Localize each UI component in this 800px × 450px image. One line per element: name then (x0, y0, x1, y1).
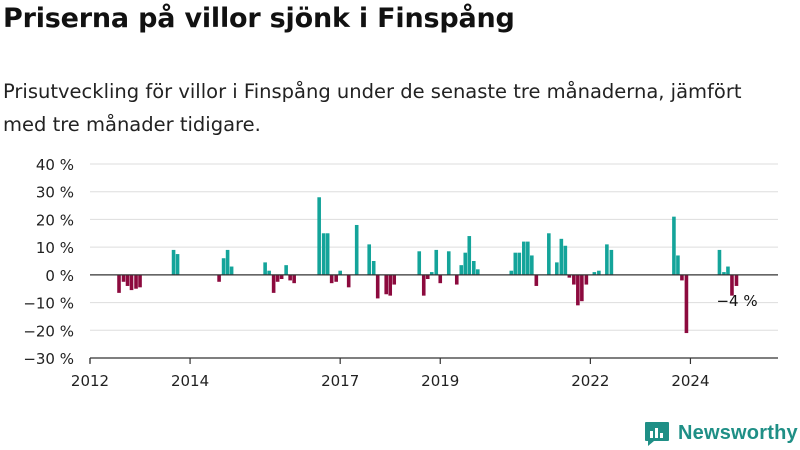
bar (684, 274, 689, 334)
bar (417, 251, 422, 275)
bar (392, 274, 397, 285)
bar (547, 233, 551, 275)
bar (334, 274, 338, 282)
bar (284, 265, 288, 275)
y-tick-label: 20 % (36, 211, 74, 229)
bar (429, 272, 434, 275)
page-subtitle: Prisutveckling för villor i Finspång und… (3, 80, 742, 136)
bar (584, 274, 589, 285)
bar (559, 238, 564, 275)
x-tick-label: 2019 (421, 372, 459, 390)
bar (354, 224, 359, 275)
brand-name: Newsworthy (678, 421, 798, 444)
bar (271, 274, 276, 293)
last-value-label: −4 % (716, 292, 757, 310)
bar (371, 261, 376, 275)
bar (567, 274, 572, 278)
bar (129, 274, 134, 291)
bar (325, 233, 330, 275)
bar (509, 270, 514, 275)
bar (438, 274, 443, 284)
y-tick-label: 0 % (45, 267, 74, 285)
bar (225, 249, 230, 275)
bar (375, 274, 380, 299)
bar (730, 274, 734, 296)
newsworthy-logo-icon (645, 422, 669, 446)
bar (459, 265, 464, 275)
bar (267, 270, 271, 275)
x-tick-label: 2012 (71, 372, 109, 390)
y-tick-label: 10 % (36, 239, 74, 257)
bar (475, 269, 480, 275)
y-tick-label: 40 % (36, 156, 74, 174)
page-title: Priserna på villor sjönk i Finspång (3, 3, 515, 34)
bar (221, 258, 226, 275)
bar (592, 272, 597, 275)
brand-logo: Newsworthy (644, 418, 798, 448)
bar (434, 249, 439, 275)
bar (513, 252, 518, 275)
bar (134, 274, 138, 289)
bar (425, 274, 430, 280)
bar (454, 274, 459, 285)
bar (138, 274, 142, 288)
bar (680, 274, 684, 281)
x-tick-label: 2024 (671, 372, 709, 390)
bar (288, 274, 292, 281)
bar (421, 274, 426, 296)
bar (734, 274, 739, 286)
bar (576, 274, 580, 306)
bar (672, 216, 676, 275)
bar (446, 251, 451, 275)
x-tick-label: 2022 (571, 372, 609, 390)
bar (605, 244, 609, 275)
bar (367, 244, 372, 275)
bar (125, 274, 130, 286)
bar (329, 274, 334, 284)
bar (175, 254, 180, 275)
bar (597, 270, 601, 275)
bar (609, 249, 614, 275)
bar (317, 197, 321, 275)
y-tick-label: −10 % (23, 295, 74, 313)
bar (572, 274, 576, 285)
bar (321, 233, 326, 275)
bar (726, 266, 730, 275)
bar (388, 274, 393, 296)
bar (580, 274, 584, 302)
bar (275, 274, 280, 282)
bar (530, 255, 534, 275)
bar (526, 241, 530, 275)
x-tick-label: 2014 (171, 372, 209, 390)
bar (717, 249, 722, 275)
bar (517, 252, 522, 275)
bar (346, 274, 351, 288)
bar (471, 261, 476, 275)
bar (467, 236, 472, 275)
bar (217, 274, 221, 282)
bar (722, 272, 726, 275)
y-tick-label: −20 % (23, 322, 74, 340)
bar (229, 266, 234, 275)
bar (121, 274, 126, 282)
bar (263, 262, 267, 275)
x-tick-label: 2017 (321, 372, 359, 390)
bar (555, 262, 559, 275)
bar (292, 274, 296, 284)
bar (676, 255, 680, 275)
bar (534, 274, 539, 286)
bar (463, 252, 468, 275)
bar (171, 249, 176, 275)
bar (338, 270, 342, 275)
bar (117, 274, 121, 293)
y-tick-label: 30 % (36, 184, 74, 202)
bar (563, 245, 568, 275)
bar (279, 274, 284, 280)
y-tick-label: −30 % (23, 350, 74, 368)
bar (522, 241, 526, 275)
bar (384, 274, 389, 295)
